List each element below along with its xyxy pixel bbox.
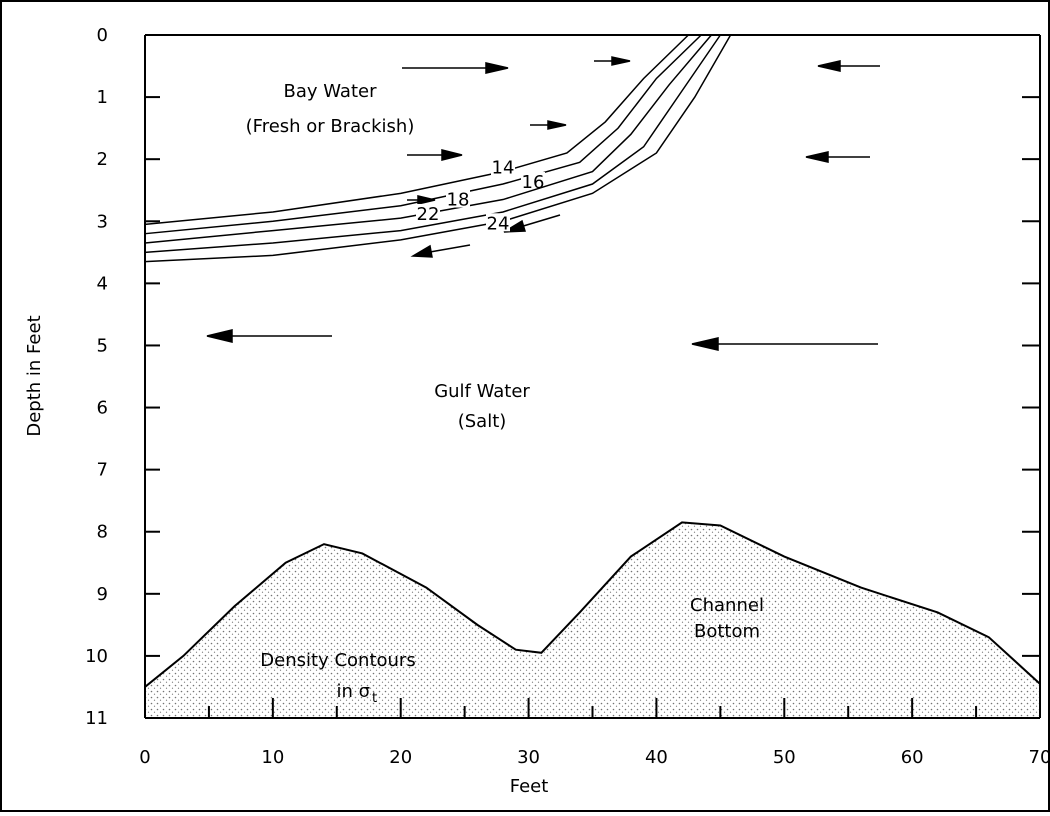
annotation: t xyxy=(372,691,377,706)
y-tick-label: 2 xyxy=(97,149,108,170)
y-tick-label: 3 xyxy=(97,211,108,232)
contour-label: 18 xyxy=(447,190,470,211)
contour-label-bg xyxy=(491,157,515,176)
y-tick-label: 6 xyxy=(97,398,108,419)
x-tick-label: 40 xyxy=(645,747,668,768)
y-tick-label: 4 xyxy=(97,273,108,294)
density-contour xyxy=(144,34,712,244)
y-axis-label: Depth in Feet xyxy=(24,315,45,436)
density-contour xyxy=(144,34,689,226)
channel-bottom xyxy=(144,521,1041,688)
contour-label-bg xyxy=(446,189,470,208)
y-tick-label: 7 xyxy=(97,460,108,481)
density-contour xyxy=(144,34,721,254)
x-tick-label: 60 xyxy=(901,747,924,768)
y-tick-label: 10 xyxy=(85,646,108,667)
channel-fill xyxy=(145,522,1040,718)
annotation: Density Contours xyxy=(260,650,415,671)
y-tick-label: 9 xyxy=(97,584,108,605)
x-tick-label: 50 xyxy=(773,747,796,768)
y-tick-label: 1 xyxy=(97,87,108,108)
density-contour xyxy=(144,34,732,263)
annotation: Bottom xyxy=(694,621,760,642)
x-tick-label: 30 xyxy=(517,747,540,768)
annotation: (Fresh or Brackish) xyxy=(246,116,415,137)
x-tick-label: 10 xyxy=(261,747,284,768)
annotation: Bay Water xyxy=(284,81,378,102)
x-tick-label: 20 xyxy=(389,747,412,768)
contour-label: 22 xyxy=(417,204,440,225)
x-axis-label: Feet xyxy=(510,776,549,797)
y-tick-label: 8 xyxy=(97,522,108,543)
y-tick-label: 0 xyxy=(97,25,108,46)
y-tick-label: 11 xyxy=(85,708,108,729)
annotation: Channel xyxy=(690,595,764,616)
contour-label: 14 xyxy=(492,158,515,179)
x-tick-label: 0 xyxy=(139,747,150,768)
contour-label: 24 xyxy=(487,213,510,234)
contour-label-bg xyxy=(416,203,440,222)
contour-label-bg xyxy=(521,172,545,191)
x-tick-label: 70 xyxy=(1029,747,1050,768)
contour-label-bg xyxy=(486,213,510,232)
y-tick-label: 5 xyxy=(97,335,108,356)
annotation: (Salt) xyxy=(458,411,507,432)
annotation: Gulf Water xyxy=(434,381,530,402)
annotation: in σ xyxy=(336,681,370,702)
